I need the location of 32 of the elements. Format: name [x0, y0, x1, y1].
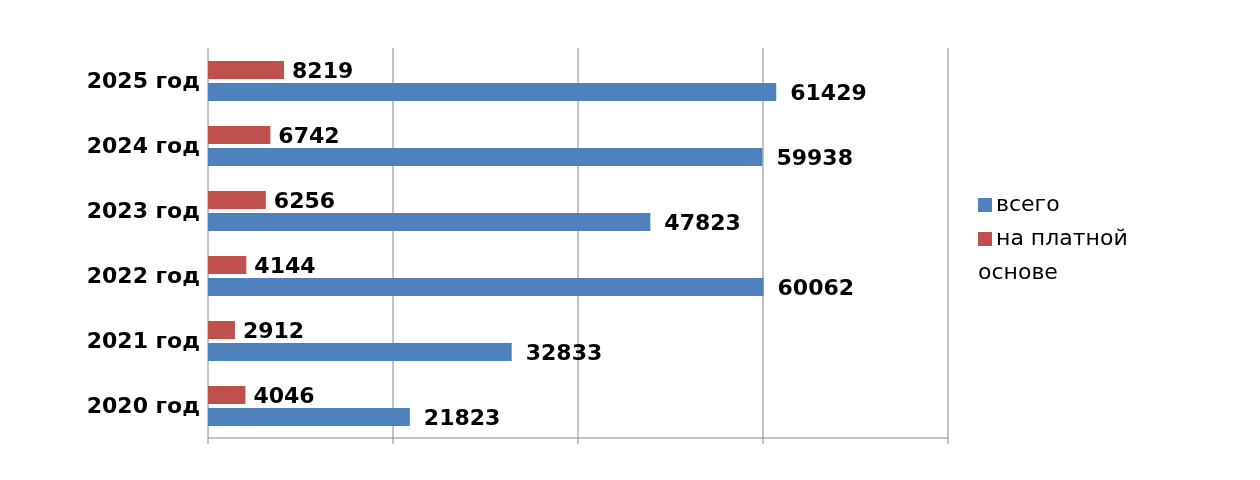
y-tick-label: 2025 год [86, 68, 200, 94]
data-label: 32833 [525, 339, 603, 365]
data-label: 59938 [776, 144, 853, 170]
data-label: 21823 [423, 404, 501, 430]
data-label: 6742 [278, 122, 340, 148]
data-label: 6256 [273, 187, 336, 213]
data-label: 2912 [242, 317, 305, 343]
bar [208, 83, 777, 101]
bar [208, 278, 764, 296]
legend-label: всего [996, 191, 1060, 216]
data-label: 4144 [254, 252, 316, 278]
y-tick-label: 2022 год [86, 263, 200, 289]
data-label: 61429 [790, 79, 867, 105]
bar [208, 148, 763, 166]
bar [208, 321, 235, 339]
data-label: 47823 [664, 209, 741, 235]
bar [208, 61, 285, 79]
data-label: 8219 [292, 57, 354, 83]
bar [208, 343, 512, 361]
data-label: 4046 [253, 382, 315, 408]
y-tick-label: 2020 год [86, 393, 200, 419]
data-label: 60062 [777, 274, 855, 300]
y-tick-label: 2023 год [86, 198, 200, 224]
bar [208, 191, 266, 209]
bar [208, 408, 410, 426]
bar [208, 213, 651, 231]
bar [208, 256, 247, 274]
y-tick-label: 2024 год [86, 133, 200, 159]
legend-label: на платной основе [978, 225, 1128, 284]
bar [208, 386, 246, 404]
y-tick-label: 2021 год [86, 328, 200, 354]
bar [208, 126, 271, 144]
